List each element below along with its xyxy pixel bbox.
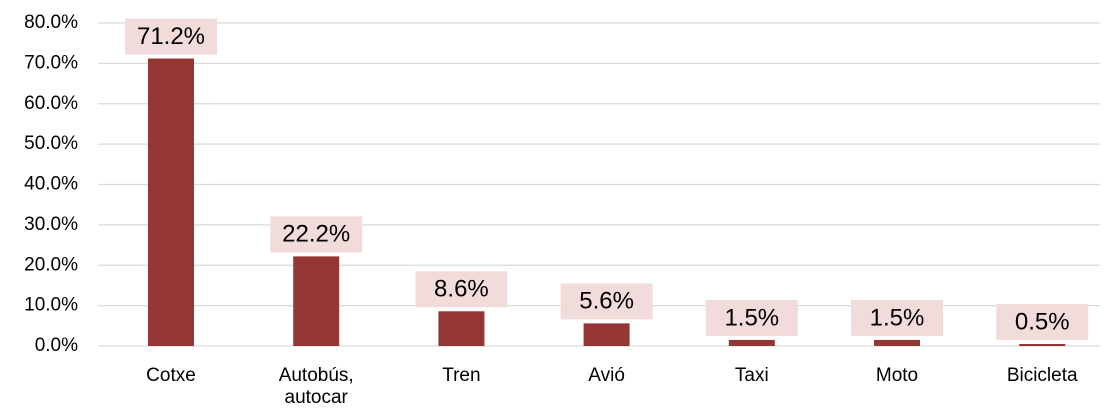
data-label-box [705, 299, 798, 336]
data-label-box [560, 283, 653, 320]
data-label-box [125, 18, 217, 55]
data-label: 71.2% [137, 23, 205, 50]
x-tick-label: Taxi [734, 365, 769, 386]
y-tick-label: 20.0% [24, 254, 78, 275]
data-label: 5.6% [579, 288, 634, 315]
y-tick-label: 40.0% [24, 174, 78, 195]
y-tick-label: 10.0% [24, 295, 78, 316]
y-tick-label: 60.0% [24, 93, 78, 114]
x-tick-label: Bicicleta [1006, 365, 1078, 386]
x-tick-label: Moto [875, 365, 919, 386]
y-tick-label: 50.0% [24, 133, 78, 154]
y-tick-label: 0.0% [35, 335, 78, 356]
bar [438, 311, 485, 346]
x-tick-label: Tren [442, 365, 481, 386]
y-tick-label: 70.0% [24, 52, 78, 73]
data-label: 8.6% [434, 276, 489, 303]
data-label: 1.5% [724, 304, 779, 331]
y-tick-label: 80.0% [24, 12, 78, 33]
x-tick-label: Cotxe [146, 365, 196, 386]
bar [293, 256, 340, 346]
data-label: 22.2% [282, 221, 350, 248]
bar [583, 323, 630, 346]
bar [148, 58, 194, 346]
data-label-box [996, 303, 1089, 340]
data-label-box [270, 216, 363, 253]
data-label: 1.5% [870, 304, 925, 331]
bar [874, 339, 920, 346]
data-label: 0.5% [1015, 308, 1070, 335]
data-label-box [851, 299, 943, 336]
x-tick-label: Autobús, autocar [278, 365, 354, 408]
bar [1019, 343, 1066, 346]
x-tick-label: Avió [588, 365, 625, 386]
bar [728, 339, 775, 346]
data-label-box [415, 271, 508, 308]
y-tick-label: 30.0% [24, 214, 78, 235]
